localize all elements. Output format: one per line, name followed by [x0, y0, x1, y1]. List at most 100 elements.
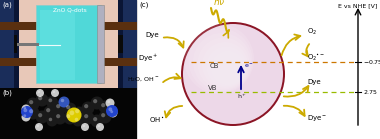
Circle shape — [188, 28, 252, 92]
Circle shape — [75, 118, 78, 121]
Circle shape — [38, 91, 40, 93]
Circle shape — [90, 96, 103, 110]
Text: (a): (a) — [2, 2, 12, 8]
Circle shape — [29, 100, 33, 104]
Circle shape — [22, 105, 30, 114]
Circle shape — [98, 100, 111, 114]
Bar — [0, 0, 137, 88]
Text: Dye$^+$: Dye$^+$ — [138, 52, 159, 64]
Circle shape — [70, 111, 74, 115]
Bar — [118, 35, 123, 53]
Text: Dye$^-$: Dye$^-$ — [307, 113, 328, 123]
Bar — [14, 0, 19, 88]
Bar — [14, 35, 17, 53]
Text: (c): (c) — [139, 2, 148, 8]
Circle shape — [98, 111, 111, 123]
Circle shape — [54, 111, 66, 125]
Circle shape — [206, 47, 247, 86]
Circle shape — [38, 96, 42, 100]
Bar — [40, 10, 75, 80]
Circle shape — [43, 106, 57, 119]
Bar — [0, 22, 137, 30]
Circle shape — [27, 97, 40, 111]
Circle shape — [46, 116, 57, 126]
Circle shape — [21, 106, 33, 118]
Circle shape — [84, 104, 88, 108]
Circle shape — [48, 98, 52, 102]
Circle shape — [52, 91, 55, 93]
Text: E vs NHE [V]: E vs NHE [V] — [338, 3, 378, 8]
Circle shape — [27, 106, 40, 120]
Circle shape — [75, 109, 79, 113]
Circle shape — [93, 99, 97, 103]
Text: e$^-$: e$^-$ — [244, 62, 254, 70]
Text: h$^+$: h$^+$ — [237, 93, 247, 101]
Circle shape — [49, 118, 52, 121]
Circle shape — [35, 123, 43, 131]
Circle shape — [73, 106, 86, 120]
Circle shape — [36, 89, 44, 97]
Circle shape — [110, 110, 113, 113]
Circle shape — [109, 109, 117, 117]
Circle shape — [56, 104, 60, 108]
Circle shape — [106, 99, 114, 107]
Circle shape — [84, 114, 88, 118]
Circle shape — [181, 22, 285, 126]
Circle shape — [81, 111, 95, 125]
Circle shape — [81, 101, 95, 115]
Circle shape — [54, 101, 66, 115]
Bar — [17, 43, 39, 46]
Circle shape — [22, 112, 30, 121]
Circle shape — [90, 115, 103, 127]
Circle shape — [61, 99, 64, 102]
Circle shape — [23, 106, 26, 109]
Circle shape — [98, 125, 100, 127]
Circle shape — [63, 111, 76, 125]
Circle shape — [56, 114, 60, 118]
Bar — [0, 58, 137, 66]
Circle shape — [101, 113, 105, 117]
Text: (b): (b) — [2, 90, 12, 96]
Circle shape — [51, 89, 59, 97]
Text: VB: VB — [208, 85, 217, 91]
Circle shape — [193, 33, 251, 91]
Circle shape — [81, 123, 89, 131]
Text: H$_2$O, OH$^-$: H$_2$O, OH$^-$ — [127, 76, 159, 84]
Circle shape — [63, 102, 76, 116]
Circle shape — [202, 42, 248, 88]
Circle shape — [106, 105, 118, 117]
Circle shape — [23, 114, 26, 117]
Text: O$_2$$^{\bullet-}$: O$_2$$^{\bullet-}$ — [307, 53, 326, 63]
Circle shape — [101, 103, 105, 107]
Circle shape — [183, 24, 283, 124]
Circle shape — [96, 123, 104, 131]
Text: $h\nu$: $h\nu$ — [213, 0, 225, 7]
Circle shape — [35, 94, 49, 106]
Circle shape — [38, 113, 42, 117]
Circle shape — [73, 116, 84, 126]
Circle shape — [29, 109, 33, 113]
Bar — [137, 0, 380, 139]
Circle shape — [108, 107, 112, 111]
Circle shape — [59, 96, 70, 107]
Text: Dye: Dye — [146, 32, 159, 38]
Circle shape — [82, 125, 85, 127]
Text: O$_2$: O$_2$ — [307, 27, 317, 37]
Text: 2.75: 2.75 — [363, 90, 377, 95]
Text: OH$^\bullet$: OH$^\bullet$ — [149, 115, 165, 125]
Bar — [0, 88, 137, 139]
Bar — [36, 5, 101, 83]
Bar — [0, 0, 14, 88]
Circle shape — [66, 105, 70, 109]
Circle shape — [35, 111, 49, 123]
Bar — [97, 5, 104, 83]
Bar — [118, 0, 123, 88]
Circle shape — [66, 114, 70, 118]
Circle shape — [211, 51, 245, 85]
Text: $-$0.75: $-$0.75 — [363, 58, 380, 66]
Circle shape — [198, 38, 250, 90]
Circle shape — [184, 24, 254, 94]
Text: Dye: Dye — [307, 79, 321, 85]
Circle shape — [46, 108, 50, 112]
Circle shape — [93, 117, 97, 121]
